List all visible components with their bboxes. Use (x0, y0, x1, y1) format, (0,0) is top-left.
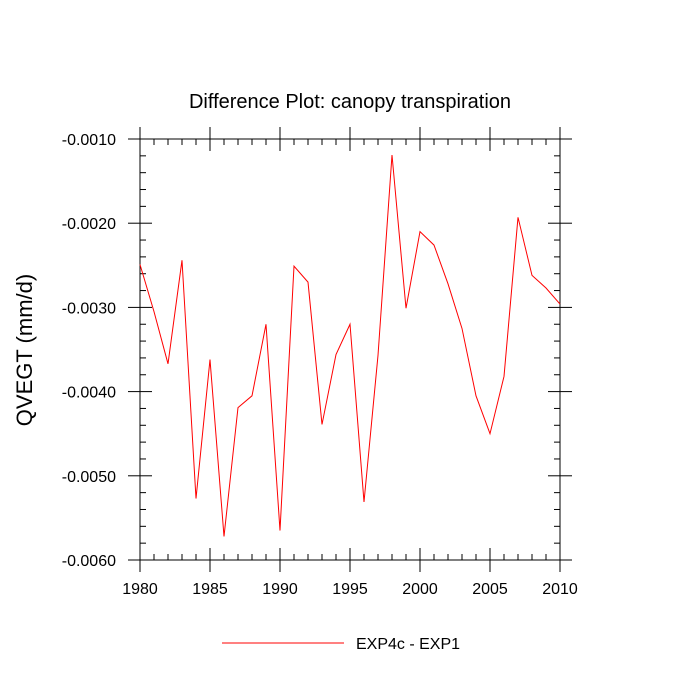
y-tick-label: -0.0040 (62, 385, 116, 402)
y-tick-label: -0.0050 (62, 469, 116, 486)
axes: 1980 1985 1990 1995 2000 2005 2010 -0.0010 -0.00… (62, 127, 578, 598)
y-tick-label: -0.0020 (62, 216, 116, 233)
y-tick-label: -0.0030 (62, 300, 116, 317)
legend-label-0: EXP4c - EXP1 (356, 636, 460, 653)
x-tick-label: 1995 (332, 581, 368, 598)
series-line-0 (139, 154, 561, 537)
y-tick-label: -0.0010 (62, 132, 116, 149)
x-tick-label: 2010 (542, 581, 578, 598)
x-tick-label: 1990 (262, 581, 298, 598)
chart-title: Difference Plot: canopy transpiration (189, 91, 511, 113)
x-tick-label: 2000 (402, 581, 438, 598)
x-tick-label: 1980 (122, 581, 158, 598)
y-axis-label: QVEGT (mm/d) (12, 274, 37, 426)
series-layer (139, 154, 561, 537)
x-tick-label: 2005 (472, 581, 508, 598)
plot-frame (139, 138, 561, 561)
y-tick-label: -0.0060 (62, 553, 116, 570)
x-tick-label: 1985 (192, 581, 228, 598)
legend: EXP4c - EXP1 (222, 636, 460, 653)
